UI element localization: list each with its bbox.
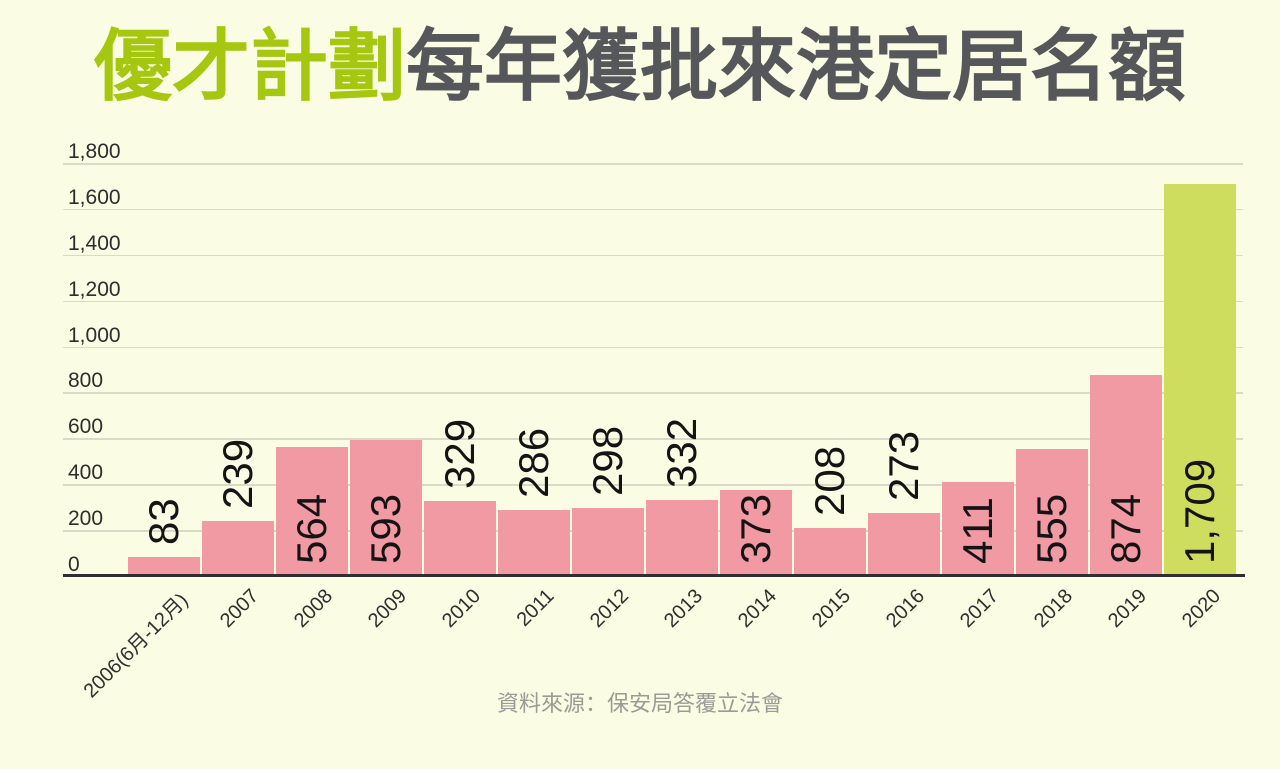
y-axis-tick-label: 800 (68, 369, 104, 393)
bar-value-label: 298 (584, 425, 631, 496)
bar-2017 (942, 481, 1014, 576)
bar-value-label: 1,709 (1176, 458, 1223, 564)
bar-value-label: 373 (732, 493, 779, 564)
bar-value-label: 329 (436, 418, 483, 489)
x-axis-label-text: 2012 (585, 585, 633, 633)
bar-value-label: 83 (140, 498, 187, 545)
bar-2011 (498, 510, 570, 576)
bar-value-label: 874 (1102, 493, 1149, 564)
x-axis-label-text: 2010 (437, 585, 485, 633)
page-title: 優才計劃每年獲批來港定居名額 (0, 18, 1280, 116)
bar-2010 (424, 500, 496, 576)
title-highlight: 優才計劃 (93, 22, 406, 110)
bar-2009 (350, 439, 422, 576)
bar-2014 (720, 490, 792, 576)
y-axis-tick-label: 600 (68, 415, 104, 439)
bar-2015 (794, 528, 866, 576)
x-axis-label-text: 2015 (807, 585, 855, 633)
bar-value-label: 564 (288, 493, 335, 564)
bar-2018 (1016, 448, 1088, 576)
bar-2012 (572, 507, 644, 576)
x-axis-label-text: 2013 (659, 585, 707, 633)
bar-2019 (1090, 375, 1162, 576)
bar-2006 (128, 556, 200, 576)
y-axis-tick-label: 1,600 (68, 185, 121, 209)
x-axis-label-text: 2020 (1177, 585, 1225, 633)
x-axis-label-text: 2009 (363, 585, 411, 633)
x-axis-label-text: 2011 (512, 585, 559, 631)
x-axis-line (63, 574, 1245, 577)
y-gridline (63, 438, 1243, 440)
bar-2020 (1164, 183, 1236, 576)
y-axis-tick-label: 0 (68, 553, 80, 576)
bar-value-label: 273 (880, 431, 927, 502)
y-gridline (63, 300, 1243, 303)
x-axis-label-text: 2016 (881, 585, 929, 633)
y-gridline (63, 254, 1243, 257)
bar-2016 (868, 513, 940, 576)
bar-2008 (276, 446, 348, 576)
x-axis-label-text: 2014 (733, 585, 781, 633)
bar-value-label: 411 (954, 497, 1001, 564)
source-note: 資料來源：保安局答覆立法會 (496, 691, 783, 716)
y-axis-tick-label: 400 (68, 461, 104, 485)
y-gridline (63, 163, 1243, 165)
y-axis-tick-label: 200 (68, 507, 104, 531)
y-axis-tick-label: 1,000 (68, 323, 121, 347)
bar-value-label: 286 (510, 428, 557, 499)
y-axis-tick-label: 1,200 (68, 277, 121, 301)
y-gridline (63, 484, 1243, 486)
bar-value-label: 239 (214, 439, 261, 510)
x-axis-label-text: 2007 (215, 585, 263, 633)
y-axis-tick-label: 1,800 (68, 140, 121, 163)
y-axis-tick-label: 1,400 (68, 231, 121, 255)
x-axis-label-text: 2019 (1103, 585, 1151, 633)
x-axis-label-text: 2008 (289, 585, 337, 633)
y-gridline (63, 392, 1243, 394)
x-axis-label-text: 2018 (1029, 585, 1077, 633)
title-main: 每年獲批來港定居名額 (406, 22, 1187, 110)
bar-value-label: 332 (658, 417, 705, 488)
bar-value-label: 593 (362, 493, 409, 564)
y-gridline (63, 208, 1243, 211)
bar-2007 (202, 521, 274, 576)
bar-value-label: 208 (806, 446, 853, 517)
bar-2013 (646, 499, 718, 576)
y-gridline (63, 346, 1243, 349)
bar-value-label: 555 (1028, 493, 1075, 564)
x-axis-label-text: 2017 (955, 585, 1003, 633)
